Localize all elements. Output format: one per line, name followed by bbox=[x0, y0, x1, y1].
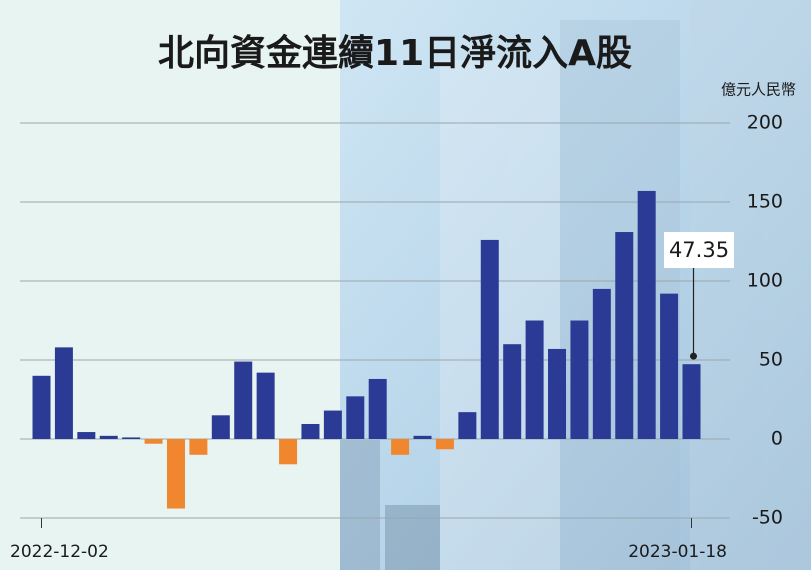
y-tick-label: 0 bbox=[771, 428, 783, 450]
bar bbox=[212, 415, 230, 439]
bar bbox=[391, 439, 409, 455]
bar bbox=[414, 436, 432, 439]
bar bbox=[526, 321, 544, 440]
bar bbox=[167, 439, 185, 509]
y-axis-label: 億元人民幣 bbox=[721, 81, 796, 99]
bar bbox=[33, 376, 51, 439]
page: 北向資金連續11日淨流入A股 億元人民幣 -50 0 50 100 150 200 2022… bbox=[0, 0, 811, 570]
chart: 北向資金連續11日淨流入A股 億元人民幣 -50 0 50 100 150 200 2022… bbox=[0, 0, 811, 570]
x-tick-label: 2022-12-02 bbox=[10, 542, 109, 562]
bar bbox=[301, 424, 319, 439]
bar bbox=[77, 432, 95, 439]
bar bbox=[55, 347, 73, 439]
bar bbox=[122, 437, 140, 439]
annotation-dot bbox=[690, 353, 697, 360]
bar bbox=[593, 289, 611, 439]
bar bbox=[369, 379, 387, 439]
y-tick-label: -50 bbox=[752, 507, 783, 529]
bar bbox=[481, 240, 499, 439]
bar bbox=[683, 364, 701, 439]
bar bbox=[100, 436, 118, 439]
bar bbox=[638, 191, 656, 439]
bar bbox=[346, 396, 364, 439]
chart-title: 北向資金連續11日淨流入A股 bbox=[158, 32, 632, 74]
data-label: 47.35 bbox=[669, 238, 729, 262]
bar bbox=[145, 439, 163, 444]
bar bbox=[189, 439, 207, 455]
bar bbox=[503, 344, 521, 439]
bar bbox=[234, 362, 252, 439]
bar bbox=[324, 411, 342, 439]
y-tick-label: 150 bbox=[747, 191, 783, 213]
y-tick-label: 100 bbox=[747, 270, 783, 292]
y-tick-label: 50 bbox=[759, 349, 783, 371]
y-tick-label: 200 bbox=[747, 112, 783, 134]
bar bbox=[436, 439, 454, 449]
bar bbox=[279, 439, 297, 464]
x-tick-label: 2023-01-18 bbox=[628, 542, 727, 562]
bar bbox=[660, 294, 678, 439]
bar bbox=[458, 412, 476, 439]
bar bbox=[570, 321, 588, 440]
bar bbox=[615, 232, 633, 439]
bar bbox=[548, 349, 566, 439]
bar bbox=[257, 373, 275, 439]
